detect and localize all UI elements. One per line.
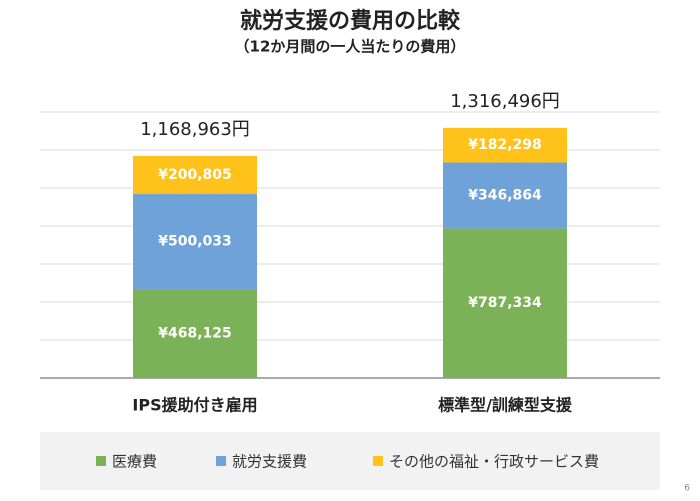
bar-segment <box>443 228 567 378</box>
bar-segment <box>443 127 567 163</box>
value-label: ¥182,298 <box>468 137 542 153</box>
value-label: ¥787,334 <box>468 295 542 311</box>
x-tick-label: IPS援助付き雇用 <box>132 396 257 415</box>
chart-title: 就労支援の費用の比較 <box>240 8 461 34</box>
page-number: 6 <box>684 484 690 494</box>
value-label: ¥500,033 <box>158 234 232 250</box>
legend-label: 医療費 <box>112 453 157 471</box>
legend-swatch <box>373 456 383 466</box>
total-label: 1,316,496円 <box>450 91 560 112</box>
chart-subtitle: （12か月間の一人当たりの費用） <box>235 38 466 56</box>
legend-swatch <box>216 456 226 466</box>
legend-swatch <box>96 456 106 466</box>
bar-segment <box>133 289 257 378</box>
value-label: ¥468,125 <box>158 326 232 342</box>
bar-segment <box>443 162 567 229</box>
value-label: ¥200,805 <box>158 167 232 183</box>
legend-label: 就労支援費 <box>232 453 307 471</box>
bar-segment <box>133 194 257 290</box>
legend-label: その他の福祉・行政サービス費 <box>389 453 599 471</box>
x-tick-label: 標準型/訓練型支援 <box>438 396 573 415</box>
total-label: 1,168,963円 <box>140 119 250 140</box>
bar-segment <box>133 155 257 195</box>
legend-box <box>40 432 660 490</box>
value-label: ¥346,864 <box>468 187 542 203</box>
